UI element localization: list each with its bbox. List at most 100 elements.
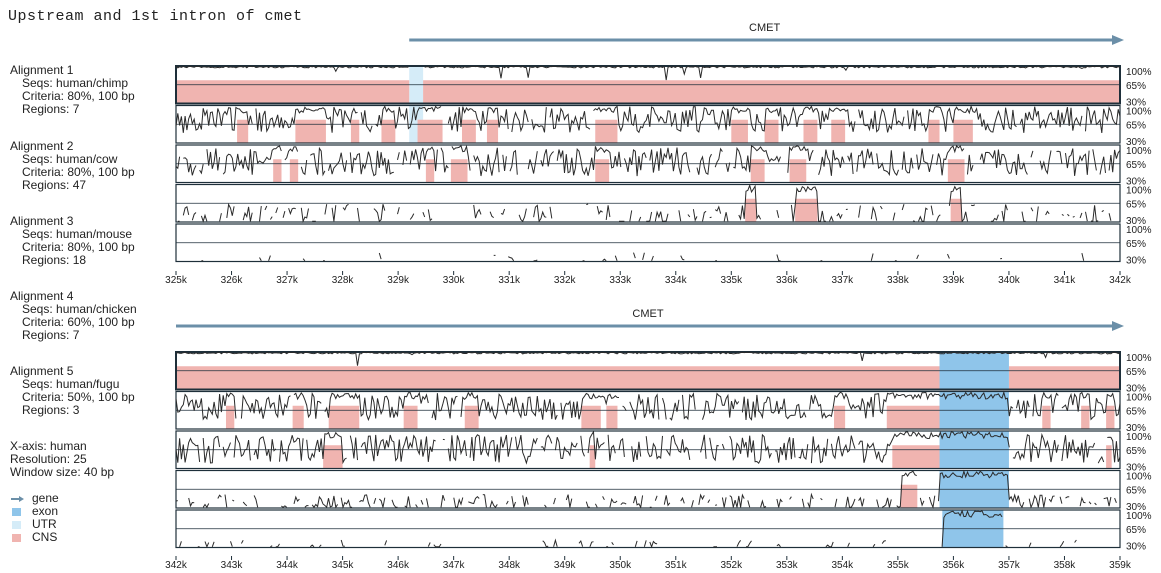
x-tick-label: 345k <box>332 560 355 571</box>
cns-region <box>745 198 757 222</box>
x-tick-label: 346k <box>387 560 410 571</box>
gene-label: CMET <box>749 22 780 34</box>
alignment-4-info: Alignment 4 Seqs: human/chicken Criteria… <box>10 290 137 342</box>
cns-region <box>417 119 443 143</box>
legend-utr: UTR <box>10 518 59 531</box>
percent-label-65: 65% <box>1126 239 1146 250</box>
cns-region <box>953 119 973 143</box>
alignment-criteria: Criteria: 50%, 100 bp <box>22 390 135 404</box>
page-title: Upstream and 1st intron of cmet <box>8 8 303 25</box>
cns-region <box>1106 445 1112 469</box>
cns-region <box>892 445 940 469</box>
x-tick-label: 357k <box>998 560 1021 571</box>
percent-label-30: 30% <box>1126 256 1146 267</box>
alignment-regions: Regions: 7 <box>22 328 80 342</box>
cns-region <box>606 405 618 429</box>
gene-arrow-head-icon <box>1112 321 1124 331</box>
legend-exon: exon <box>10 505 59 518</box>
cns-region <box>900 484 918 508</box>
alignment-criteria: Criteria: 80%, 100 bp <box>22 240 135 254</box>
x-tick-label: 347k <box>443 560 466 571</box>
percent-label-30: 30% <box>1126 384 1146 395</box>
percent-label-65: 65% <box>1126 446 1146 457</box>
x-tick-label: 342k <box>165 560 188 571</box>
alignment-criteria: Criteria: 80%, 100 bp <box>22 89 135 103</box>
cns-region <box>1008 366 1120 390</box>
cns-region <box>789 159 807 183</box>
cns-region <box>403 405 418 429</box>
x-tick-label: 339k <box>943 275 966 286</box>
percent-label-65: 65% <box>1126 120 1146 131</box>
cns-region <box>589 445 596 469</box>
alignment-regions: Regions: 7 <box>22 102 80 116</box>
exon-swatch-icon <box>12 508 21 516</box>
alignment-seqs: Seqs: human/chicken <box>22 302 137 316</box>
alignment-1-info: Alignment 1 Seqs: human/chimp Criteria: … <box>10 64 135 116</box>
x-tick-label: 328k <box>332 275 355 286</box>
alignment-seqs: Seqs: human/mouse <box>22 227 133 241</box>
conservation-profile-line <box>175 351 1121 366</box>
x-tick-label: 344k <box>276 560 299 571</box>
alignment-regions: Regions: 3 <box>22 403 80 417</box>
cns-region <box>328 405 360 429</box>
cns-region <box>795 198 818 222</box>
x-tick-label: 337k <box>832 275 855 286</box>
resolution-label: Resolution: 25 <box>10 452 87 466</box>
cns-region <box>595 159 610 183</box>
cns-region <box>595 119 618 143</box>
cns-region <box>273 159 282 183</box>
percent-label-30: 30% <box>1126 542 1146 553</box>
cns-region <box>486 119 499 143</box>
alignment-title: Alignment 1 <box>10 63 74 77</box>
alignment-regions: Regions: 47 <box>22 178 87 192</box>
percent-label-100: 100% <box>1126 146 1152 157</box>
percent-label-100: 100% <box>1126 432 1152 443</box>
x-tick-label: 358k <box>1054 560 1077 571</box>
legend-label: CNS <box>32 530 58 544</box>
cns-region <box>1042 405 1051 429</box>
percent-label-100: 100% <box>1126 186 1152 197</box>
percent-label-65: 65% <box>1126 81 1146 92</box>
x-tick-label: 352k <box>720 560 743 571</box>
window-size-label: Window size: 40 bp <box>10 465 115 479</box>
percent-label-30: 30% <box>1126 177 1146 188</box>
x-tick-label: 342k <box>1109 275 1132 286</box>
conservation-profile-line <box>175 430 1121 465</box>
xaxis-label: X-axis: human <box>10 439 87 453</box>
cns-region <box>750 159 765 183</box>
cns-region <box>425 159 435 183</box>
legend-gene: gene <box>10 492 59 505</box>
x-tick-label: 349k <box>554 560 577 571</box>
percent-label-65: 65% <box>1126 485 1146 496</box>
percent-label-100: 100% <box>1126 511 1152 522</box>
cns-region <box>831 119 846 143</box>
cns-region <box>731 119 748 143</box>
percent-label-100: 100% <box>1126 393 1152 404</box>
x-tick-label: 355k <box>887 560 910 571</box>
x-tick-label: 338k <box>887 275 910 286</box>
cns-region <box>764 119 779 143</box>
cns-region <box>1106 405 1115 429</box>
percent-label-65: 65% <box>1126 160 1146 171</box>
x-tick-label: 332k <box>554 275 577 286</box>
cns-region <box>292 405 304 429</box>
alignment-title: Alignment 5 <box>10 364 74 378</box>
x-tick-label: 348k <box>498 560 521 571</box>
cns-region <box>176 366 940 390</box>
alignment-criteria: Criteria: 80%, 100 bp <box>22 165 135 179</box>
percent-label-100: 100% <box>1126 107 1152 118</box>
alignment-title: Alignment 2 <box>10 139 74 153</box>
alignment-criteria: Criteria: 60%, 100 bp <box>22 315 135 329</box>
percent-label-65: 65% <box>1126 406 1146 417</box>
alignment-title: Alignment 4 <box>10 289 74 303</box>
alignment-seqs: Seqs: human/chimp <box>22 76 129 90</box>
percent-label-65: 65% <box>1126 367 1146 378</box>
x-tick-label: 326k <box>221 275 244 286</box>
percent-label-30: 30% <box>1126 137 1146 148</box>
cns-region <box>323 445 343 469</box>
cns-swatch-icon <box>12 534 21 542</box>
axis-info: X-axis: human Resolution: 25 Window size… <box>10 440 114 479</box>
x-tick-label: 333k <box>609 275 632 286</box>
cns-region <box>450 159 468 183</box>
